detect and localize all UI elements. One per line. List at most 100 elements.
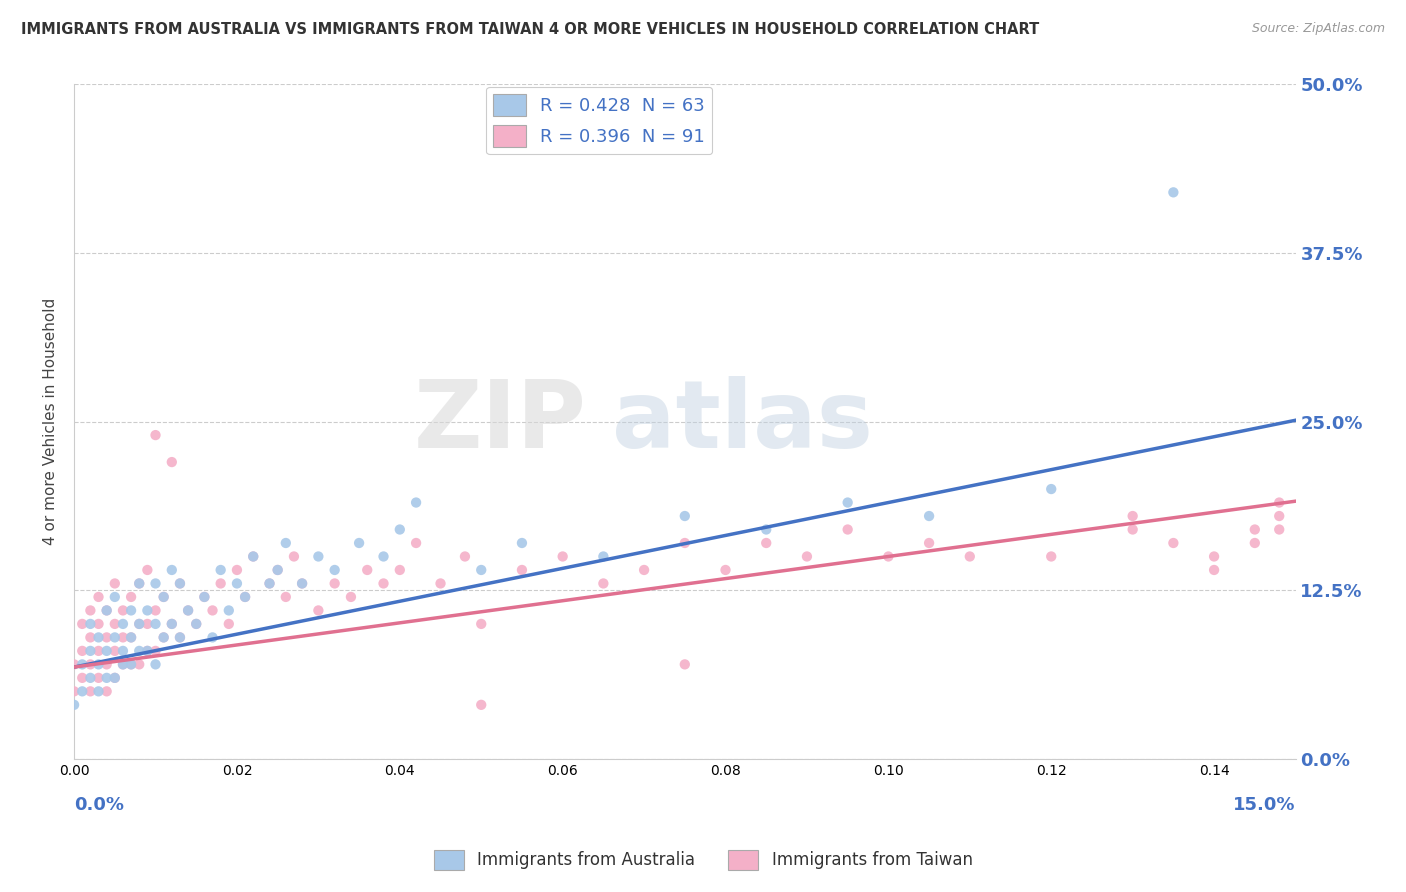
Point: [307, 603, 329, 617]
Point: [111, 616, 134, 631]
Point: [128, 616, 150, 631]
Point: [136, 644, 159, 658]
Point: [186, 616, 208, 631]
Text: 0.0%: 0.0%: [75, 796, 124, 814]
Point: [259, 576, 281, 591]
Point: [128, 657, 150, 672]
Point: [70, 616, 93, 631]
Point: [104, 671, 127, 685]
Point: [104, 590, 127, 604]
Point: [87, 657, 110, 672]
Point: [201, 631, 224, 645]
Point: [356, 563, 378, 577]
Point: [218, 616, 240, 631]
Point: [104, 631, 127, 645]
Point: [1122, 508, 1144, 523]
Point: [291, 576, 314, 591]
Point: [755, 523, 778, 537]
Point: [266, 563, 288, 577]
Point: [837, 495, 859, 509]
Point: [160, 455, 183, 469]
Point: [87, 631, 110, 645]
Point: [87, 616, 110, 631]
Point: [87, 684, 110, 698]
Point: [63, 657, 86, 672]
Point: [152, 631, 174, 645]
Y-axis label: 4 or more Vehicles in Household: 4 or more Vehicles in Household: [44, 298, 58, 545]
Point: [87, 644, 110, 658]
Point: [918, 508, 941, 523]
Point: [70, 644, 93, 658]
Point: [959, 549, 981, 564]
Text: IMMIGRANTS FROM AUSTRALIA VS IMMIGRANTS FROM TAIWAN 4 OR MORE VEHICLES IN HOUSEH: IMMIGRANTS FROM AUSTRALIA VS IMMIGRANTS …: [21, 22, 1039, 37]
Point: [145, 603, 167, 617]
Point: [120, 603, 142, 617]
Point: [111, 644, 134, 658]
Point: [1243, 536, 1265, 550]
Point: [96, 644, 118, 658]
Point: [63, 698, 86, 712]
Point: [209, 576, 232, 591]
Point: [96, 631, 118, 645]
Point: [373, 576, 395, 591]
Point: [104, 671, 127, 685]
Point: [233, 590, 256, 604]
Point: [1204, 549, 1226, 564]
Legend: Immigrants from Australia, Immigrants from Taiwan: Immigrants from Australia, Immigrants fr…: [427, 843, 979, 877]
Point: [104, 576, 127, 591]
Point: [1243, 523, 1265, 537]
Point: [104, 616, 127, 631]
Point: [274, 536, 297, 550]
Point: [1040, 482, 1063, 496]
Point: [111, 657, 134, 672]
Point: [226, 576, 249, 591]
Point: [1163, 536, 1185, 550]
Text: atlas: atlas: [612, 376, 873, 467]
Point: [233, 590, 256, 604]
Point: [79, 671, 101, 685]
Point: [470, 563, 492, 577]
Point: [755, 536, 778, 550]
Point: [510, 536, 533, 550]
Legend: R = 0.428  N = 63, R = 0.396  N = 91: R = 0.428 N = 63, R = 0.396 N = 91: [486, 87, 713, 154]
Point: [169, 631, 191, 645]
Point: [79, 631, 101, 645]
Point: [120, 590, 142, 604]
Point: [128, 644, 150, 658]
Point: [388, 523, 411, 537]
Point: [405, 536, 427, 550]
Point: [145, 428, 167, 442]
Point: [96, 684, 118, 698]
Point: [96, 603, 118, 617]
Point: [218, 603, 240, 617]
Point: [70, 657, 93, 672]
Text: ZIP: ZIP: [415, 376, 588, 467]
Point: [145, 644, 167, 658]
Point: [169, 576, 191, 591]
Text: Source: ZipAtlas.com: Source: ZipAtlas.com: [1251, 22, 1385, 36]
Point: [1163, 186, 1185, 200]
Point: [79, 616, 101, 631]
Point: [128, 616, 150, 631]
Point: [323, 563, 346, 577]
Point: [145, 616, 167, 631]
Point: [1268, 508, 1291, 523]
Point: [120, 657, 142, 672]
Point: [70, 671, 93, 685]
Point: [177, 603, 200, 617]
Point: [111, 657, 134, 672]
Point: [510, 563, 533, 577]
Point: [837, 523, 859, 537]
Point: [347, 536, 370, 550]
Point: [193, 590, 215, 604]
Point: [340, 590, 363, 604]
Point: [128, 576, 150, 591]
Point: [242, 549, 264, 564]
Point: [259, 576, 281, 591]
Point: [96, 671, 118, 685]
Point: [87, 671, 110, 685]
Point: [388, 563, 411, 577]
Point: [454, 549, 477, 564]
Point: [79, 657, 101, 672]
Point: [145, 576, 167, 591]
